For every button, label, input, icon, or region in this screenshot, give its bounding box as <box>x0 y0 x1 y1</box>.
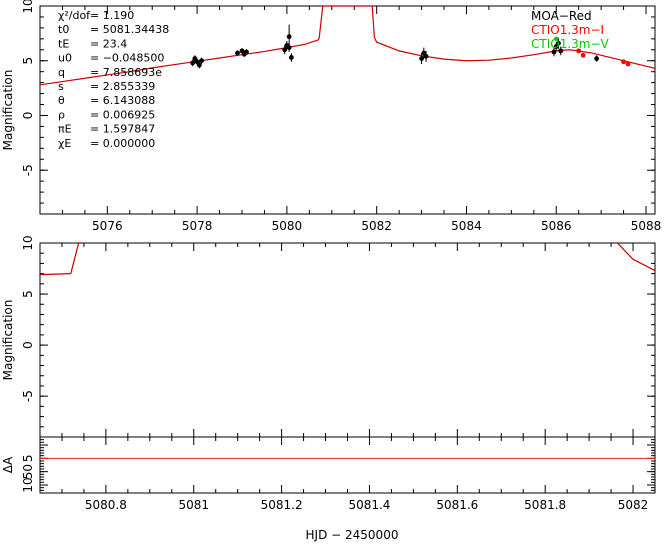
x-tick-label: 5081.4 <box>348 498 390 512</box>
ctio-i-data-point <box>621 59 626 65</box>
moa-data-point <box>423 53 429 59</box>
moa-data-point <box>244 49 249 55</box>
param-label: u0 <box>58 52 72 65</box>
middle-panel: -5 0 5 10 Magnification <box>1 235 656 438</box>
param-label: t0 <box>58 23 69 36</box>
moa-data-point <box>419 56 424 61</box>
param-value: = 0.006925 <box>90 108 155 121</box>
param-value: = 23.4 <box>90 37 127 50</box>
param-value: = 2.855339 <box>90 80 155 93</box>
param-label: θ <box>58 94 65 107</box>
y-axis-label: ΔA <box>1 456 15 473</box>
ctio-i-data-point <box>576 48 582 54</box>
x-tick-label: 5082 <box>618 498 649 512</box>
legend-entry: CTIO1.3m−I <box>531 23 604 37</box>
y-tick-label: 50 <box>21 464 35 479</box>
ctio-i-data-point <box>580 52 586 58</box>
model-curve <box>40 6 655 86</box>
model-curve <box>40 243 655 276</box>
y-axis-label: Magnification <box>1 300 15 381</box>
x-tick-label: 5081 <box>178 498 209 512</box>
plot-frame <box>39 436 656 494</box>
moa-data-point <box>199 58 205 64</box>
param-label: ρ <box>58 108 65 121</box>
top-panel: -5 0 5 10 Magnification 5076 5078 5080 5082 5084 5… <box>1 0 661 233</box>
x-tick-label: 5082 <box>361 219 392 233</box>
x-tick-label: 5081.2 <box>261 498 303 512</box>
x-tick-label: 5086 <box>541 219 572 233</box>
moa-data-point <box>558 48 564 54</box>
param-value: = 1.597847 <box>90 123 155 136</box>
moa-data-point <box>594 56 600 61</box>
param-value: = −0.048500 <box>90 52 164 65</box>
param-label: χ²/dof <box>58 9 91 22</box>
y-tick-label: 5 <box>21 290 35 298</box>
y-tick-label: 0 <box>21 112 35 120</box>
y-tick-label: 10 <box>21 235 35 250</box>
moa-data-point <box>282 47 288 53</box>
x-tick-label: 5081.8 <box>524 498 566 512</box>
moa-data-point <box>190 60 196 66</box>
param-label: χE <box>58 137 71 150</box>
y-tick-label: 5 <box>21 57 35 65</box>
x-axis-label: HJD − 2450000 <box>306 528 399 542</box>
legend-entry: CTIO1.3m−V <box>531 37 610 51</box>
y-tick-label: 10 <box>21 477 35 492</box>
y-axis-label: Magnification <box>1 70 15 151</box>
x-tick-label: 5076 <box>92 219 123 233</box>
y-tick-label: 0 <box>21 341 35 349</box>
x-tick-label: 5084 <box>451 219 482 233</box>
moa-data-point <box>235 50 240 56</box>
x-tick-label: 5080.8 <box>85 498 127 512</box>
param-value: = 0.000000 <box>90 137 155 150</box>
x-tick-label: 5081.6 <box>436 498 478 512</box>
ctio-i-data-point <box>625 61 631 67</box>
y-tick-label: -5 <box>21 164 35 176</box>
plot-frame <box>39 242 656 438</box>
y-tick-label: 10 <box>21 0 35 14</box>
moa-data-point <box>196 62 202 68</box>
moa-data-point <box>556 40 561 46</box>
param-label: q <box>58 66 65 79</box>
moa-data-point <box>286 34 292 40</box>
param-value: = 5081.34438 <box>90 23 169 36</box>
y-tick-label: -5 <box>21 390 35 402</box>
ctio-v-data-point <box>554 36 559 42</box>
moa-data-point <box>551 49 557 55</box>
x-tick-label: 5080 <box>272 219 303 233</box>
param-label: tE <box>58 37 69 50</box>
x-tick-label: 5078 <box>182 219 213 233</box>
param-label: s <box>58 80 64 93</box>
legend-entry: MOA−Red <box>531 9 592 23</box>
y-tick-label: 5 <box>21 455 35 463</box>
moa-data-point <box>288 55 294 60</box>
param-value: = 7.858693e <box>90 66 162 79</box>
param-value: = 1.190 <box>90 9 134 22</box>
param-value: = 6.143088 <box>90 94 155 107</box>
x-tick-label: 5088 <box>631 219 662 233</box>
param-label: πE <box>58 123 72 136</box>
